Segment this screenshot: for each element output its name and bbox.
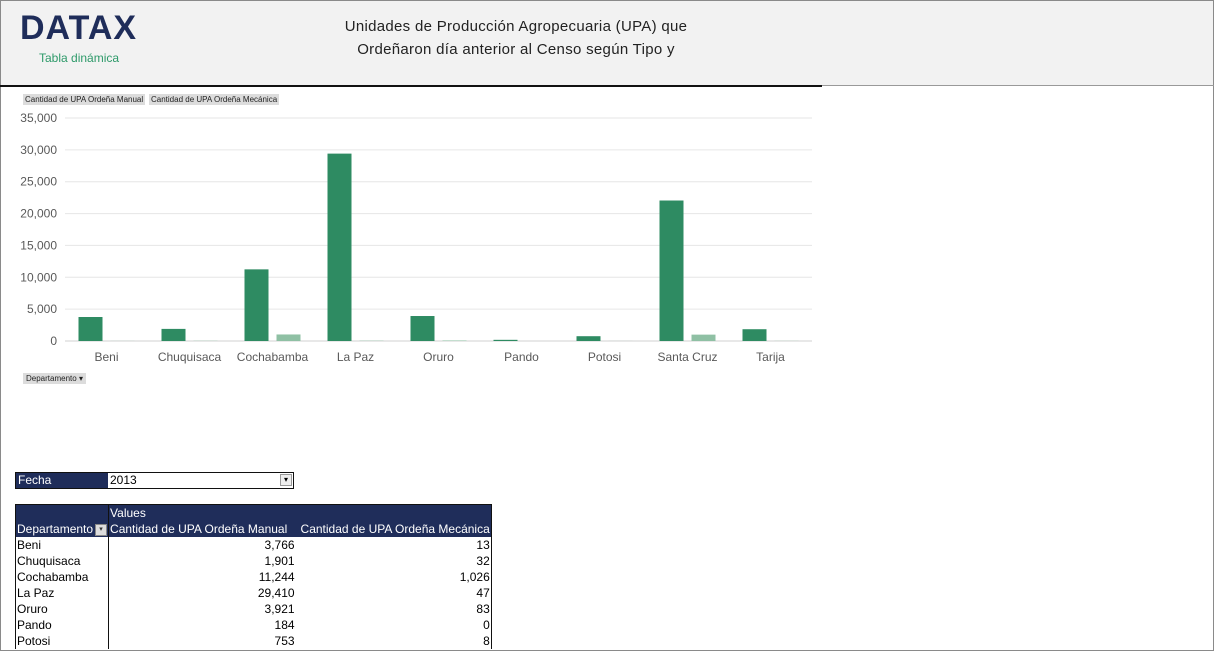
row-departamento: Oruro: [15, 601, 110, 617]
bar-manual: [244, 269, 269, 341]
y-tick-label: 15,000: [20, 238, 57, 252]
row-mecanica: 13: [476, 538, 490, 552]
title-line-2: Ordeñaron día anterior al Censo según Ti…: [357, 41, 675, 58]
row-departamento: Potosi: [15, 633, 110, 649]
fecha-filter[interactable]: Fecha 2013 ▾: [15, 472, 294, 489]
fecha-value[interactable]: 2013 ▾: [108, 473, 293, 488]
bar-manual: [742, 329, 767, 341]
legend-mecanica-button[interactable]: Cantidad de UPA Ordeña Mecánica: [149, 94, 280, 105]
row-manual: 184: [274, 618, 295, 632]
y-tick-label: 30,000: [20, 143, 57, 157]
bar-manual: [410, 316, 435, 341]
x-tick-label: Beni: [94, 350, 118, 364]
y-tick-label: 35,000: [20, 111, 57, 125]
table-row: Beni 3,766 13: [15, 537, 492, 553]
subtitle: Tabla dinámica: [39, 51, 120, 65]
legend-manual-button[interactable]: Cantidad de UPA Ordeña Manual: [23, 94, 146, 105]
y-tick-label: 5,000: [27, 302, 57, 316]
fecha-value-text: 2013: [110, 473, 137, 487]
x-tick-label: Chuquisaca: [158, 350, 222, 364]
table-row: Chuquisaca 1,901 32: [15, 553, 492, 569]
y-tick-label: 10,000: [20, 270, 57, 284]
row-manual: 3,766: [264, 538, 295, 552]
dropdown-icon: ▾: [78, 374, 83, 383]
table-row: La Paz 29,410 47: [15, 585, 492, 601]
bar-manual: [327, 153, 352, 341]
y-tick-label: 20,000: [20, 207, 57, 221]
table-row: Cochabamba 11,244 1,026: [15, 569, 492, 585]
x-tick-label: Cochabamba: [237, 350, 309, 364]
row-manual: 3,921: [264, 602, 295, 616]
datax-logo: DATAX: [20, 9, 138, 47]
header-text: Departamento: [17, 522, 94, 536]
bar-mecanica: [691, 334, 716, 341]
y-tick-label: 25,000: [20, 175, 57, 189]
row-manual: 11,244: [258, 570, 295, 584]
header-mecanica: Cantidad de UPA Ordeña Mecánica: [295, 521, 492, 537]
title-line-1: Unidades de Producción Agropecuaria (UPA…: [344, 18, 688, 35]
x-tick-label: Santa Cruz: [657, 350, 717, 364]
values-label: Values: [108, 504, 296, 521]
divider: [0, 85, 822, 87]
row-departamento: Beni: [15, 537, 110, 553]
x-tick-label: La Paz: [337, 350, 374, 364]
page-title: Unidades de Producción Agropecuaria (UPA…: [301, 15, 731, 61]
row-departamento: La Paz: [15, 585, 110, 601]
x-tick-label: Tarija: [756, 350, 785, 364]
x-tick-label: Potosi: [588, 350, 621, 364]
x-tick-label: Pando: [504, 350, 539, 364]
table-row: Pando 184 0: [15, 617, 492, 633]
pivot-table: Values Departamento ▾ Cantidad de UPA Ord…: [15, 504, 492, 649]
y-tick-label: 0: [50, 334, 57, 348]
row-mecanica: 32: [476, 554, 490, 568]
row-manual: 1,901: [264, 554, 295, 568]
row-mecanica: 8: [483, 634, 490, 648]
header-departamento[interactable]: Departamento ▾: [15, 521, 110, 537]
dropdown-icon[interactable]: ▾: [95, 523, 108, 536]
bar-mecanica: [276, 334, 301, 341]
bar-manual: [659, 200, 684, 341]
bar-manual: [161, 328, 186, 341]
header: DATAX Tabla dinámica Unidades de Producc…: [1, 1, 1213, 85]
bar-mecanica: [442, 340, 467, 341]
row-departamento: Chuquisaca: [15, 553, 110, 569]
row-departamento: Pando: [15, 617, 110, 633]
fecha-label: Fecha: [16, 473, 108, 488]
bar-manual: [493, 339, 518, 341]
bar-manual: [78, 317, 103, 341]
table-row: Oruro 3,921 83: [15, 601, 492, 617]
bar-chart: 0 5,000 10,000 15,000 20,000 25,000 30,000 35,0…: [20, 111, 812, 364]
row-mecanica: 1,026: [459, 570, 490, 584]
row-mecanica: 47: [476, 586, 490, 600]
bar-manual: [576, 336, 601, 341]
row-manual: 753: [274, 634, 295, 648]
x-tick-label: Oruro: [423, 350, 454, 364]
departamento-label: Departamento: [26, 374, 77, 383]
departamento-field-button[interactable]: Departamento ▾: [23, 373, 86, 384]
row-manual: 29,410: [257, 586, 295, 600]
row-departamento: Cochabamba: [15, 569, 110, 585]
header-manual: Cantidad de UPA Ordeña Manual: [108, 521, 296, 537]
filter-icon[interactable]: ▾: [280, 474, 292, 486]
row-mecanica: 83: [476, 602, 490, 616]
divider: [822, 85, 1214, 86]
table-row: Potosi 753 8: [15, 633, 492, 649]
row-mecanica: 0: [483, 618, 490, 632]
